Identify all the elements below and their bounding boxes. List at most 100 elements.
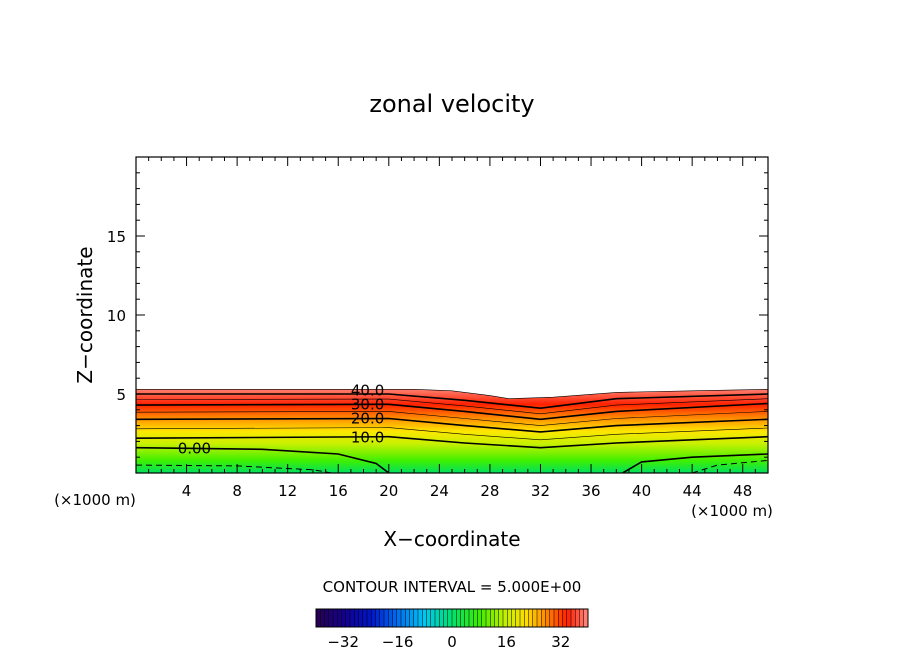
- x-axis: 4 8 12 16 20 24 28 32 36 40 44 48: [148, 157, 756, 500]
- x-tick-label: 36: [581, 482, 600, 500]
- colorbar: −32 −16 0 16 32: [315, 608, 589, 651]
- x-tick-label: 28: [480, 482, 499, 500]
- colorbar-cell: [515, 609, 521, 627]
- colorbar-cell: [324, 609, 330, 627]
- y-axis-label: Z−coordinate: [73, 246, 97, 383]
- colorbar-cell: [473, 609, 478, 627]
- colorbar-cell: [554, 609, 559, 627]
- contour-line-20: [136, 417, 768, 433]
- colorbar-cell: [320, 609, 325, 627]
- x-tick-label: 16: [329, 482, 348, 500]
- colorbar-cell: [477, 609, 483, 627]
- colorbar-cell: [524, 609, 529, 627]
- colorbar-tick-label: 16: [497, 633, 516, 651]
- colorbar-tick-label: −32: [327, 633, 359, 651]
- colorbar-cell: [447, 609, 453, 627]
- colorbar-cell: [392, 609, 398, 627]
- contour-label: 40.0: [351, 381, 384, 399]
- colorbar-cell: [405, 609, 410, 627]
- colorbar-cell: [452, 609, 457, 627]
- colorbar-tick-label: 32: [551, 633, 570, 651]
- colorbar-frame: [315, 608, 589, 628]
- colorbar-cell: [426, 609, 432, 627]
- contour-line-30: [136, 402, 768, 421]
- colorbar-cell: [545, 609, 551, 627]
- colorbar-cell: [358, 609, 364, 627]
- colorbar-cell: [503, 609, 508, 627]
- colorbar-cell: [401, 609, 406, 627]
- colorbar-cell: [362, 609, 368, 627]
- contour-line-0: [136, 446, 390, 473]
- colorbar-cell: [396, 609, 402, 627]
- colorbar-cell: [439, 609, 444, 627]
- contour-line-minor: [136, 398, 768, 415]
- colorbar-cell: [583, 609, 589, 627]
- colorbar-cell: [430, 609, 436, 627]
- colorbar-cell: [413, 609, 419, 627]
- colorbar-cell: [379, 609, 385, 627]
- colorbar-cell: [456, 609, 461, 627]
- y-tick-label: 15: [107, 228, 126, 246]
- colorbar-cell: [549, 609, 555, 627]
- colorbar-cell: [375, 609, 381, 627]
- colorbar-cell: [422, 609, 427, 627]
- colorbar-cell: [494, 609, 500, 627]
- x-tick-label: 24: [430, 482, 449, 500]
- field-fill-group: [136, 388, 768, 473]
- contour-label: 0.00: [178, 440, 211, 458]
- colorbar-cell: [532, 609, 538, 627]
- colorbar-cell: [528, 609, 534, 627]
- colorbar-cell: [469, 609, 474, 627]
- colorbar-cell: [490, 609, 495, 627]
- colorbar-cell: [579, 609, 585, 627]
- velocity-field-fill: [136, 389, 768, 473]
- colorbar-tick-label: −16: [382, 633, 414, 651]
- x-tick-label: 20: [379, 482, 398, 500]
- colorbar-cell: [345, 609, 351, 627]
- x-tick-label: 44: [683, 482, 702, 500]
- colorbar-cell: [384, 609, 389, 627]
- colorbar-cell: [341, 609, 347, 627]
- contour-line-minor: [136, 411, 768, 426]
- colorbar-cell: [328, 609, 334, 627]
- colorbar-cell: [486, 609, 491, 627]
- colorbar-cell: [350, 609, 355, 627]
- colorbar-cell: [367, 609, 372, 627]
- colorbar-cell: [388, 609, 393, 627]
- colorbar-cell: [481, 609, 487, 627]
- colorbar-cell: [562, 609, 568, 627]
- colorbar-cell: [435, 609, 440, 627]
- colorbar-cell: [418, 609, 423, 627]
- colorbar-cell: [333, 609, 338, 627]
- colorbar-cell: [498, 609, 504, 627]
- colorbar-cell: [354, 609, 359, 627]
- colorbar-cell: [409, 609, 415, 627]
- colorbar-cell: [443, 609, 449, 627]
- x-unit-label-left: (×1000 m): [54, 491, 136, 509]
- contour-label: 20.0: [351, 410, 384, 428]
- colorbar-cell: [511, 609, 517, 627]
- x-tick-label: 12: [278, 482, 297, 500]
- contour-line-10: [136, 435, 768, 449]
- contour-label: 30.0: [351, 395, 384, 413]
- x-tick-label: 4: [182, 482, 192, 500]
- colorbar-cell: [541, 609, 546, 627]
- colorbar-cell: [520, 609, 525, 627]
- contour-line-minor: [136, 427, 768, 441]
- field-top-boundary: [136, 388, 768, 400]
- y-axis: 5 10 15: [107, 172, 768, 458]
- colorbar-cell: [566, 609, 572, 627]
- plot-area: 40.030.020.010.0 0.00: [136, 381, 768, 473]
- contour-line-40: [136, 393, 768, 410]
- colorbar-cell: [537, 609, 542, 627]
- contour-label: 10.0: [351, 429, 384, 447]
- colorbar-cell: [337, 609, 342, 627]
- contour-interval-label: CONTOUR INTERVAL = 5.000E+00: [323, 578, 582, 596]
- contour-line-0: [622, 453, 768, 473]
- y-tick-label: 5: [116, 386, 126, 404]
- colorbar-cell: [571, 609, 576, 627]
- colorbar-cell: [316, 609, 321, 627]
- x-unit-label-right: (×1000 m): [691, 502, 773, 520]
- colorbar-tick-label: 0: [447, 633, 457, 651]
- colorbar-cell: [371, 609, 376, 627]
